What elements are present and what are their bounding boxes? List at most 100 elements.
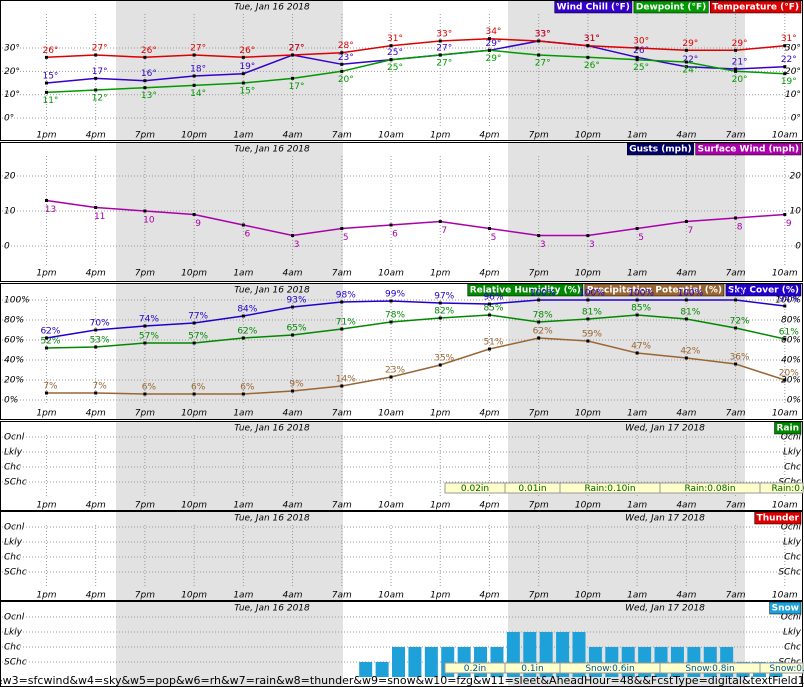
data-point: [487, 347, 491, 351]
snow-bar: [392, 647, 406, 677]
data-label: 100%: [677, 289, 703, 299]
x-tick-label: 1pm: [36, 131, 56, 141]
data-point: [192, 53, 196, 57]
data-point: [340, 69, 344, 73]
night-shade: [116, 284, 343, 419]
data-point: [143, 209, 147, 213]
y-tick-label: 100%: [4, 296, 30, 306]
x-tick-label: 4am: [676, 501, 696, 511]
y-tick-label: Lkly: [4, 448, 23, 458]
data-label: 98%: [336, 291, 356, 301]
data-label: 8: [737, 223, 743, 233]
night-shade: [116, 422, 343, 510]
data-point: [438, 39, 442, 43]
data-label: 17°: [289, 82, 305, 92]
data-point: [340, 227, 344, 230]
x-tick-label: 1am: [627, 409, 647, 419]
data-point: [44, 90, 48, 94]
data-label: 25°: [633, 63, 649, 73]
night-shade: [508, 284, 745, 419]
data-point: [684, 60, 688, 64]
data-label: 9: [786, 219, 792, 229]
legend-box: [695, 142, 802, 156]
amount-label: Rain:0.08in: [684, 484, 735, 494]
data-point: [241, 314, 245, 318]
data-label: 35%: [434, 354, 454, 364]
y-tick-label: 20: [4, 172, 16, 182]
data-point: [143, 392, 147, 396]
data-point: [487, 48, 491, 52]
y-tick-label: 10: [4, 207, 16, 217]
data-label: 6%: [142, 383, 157, 393]
x-tick-label: 7am: [332, 501, 352, 511]
x-tick-label: 4am: [676, 409, 696, 419]
data-label: 51%: [483, 338, 503, 348]
x-tick-label: 10pm: [575, 501, 601, 511]
x-tick-label: 7am: [332, 409, 352, 419]
data-point: [635, 55, 639, 59]
data-label: 31°: [781, 34, 797, 44]
amount-label: Rain:0.0: [771, 484, 804, 494]
legend-label: Dewpoint (°F): [636, 3, 706, 13]
x-tick-label: 7pm: [135, 269, 155, 279]
data-label: 3: [540, 240, 546, 250]
data-label: 42%: [680, 347, 700, 357]
data-point: [291, 389, 295, 393]
data-point: [586, 317, 590, 321]
data-point: [94, 53, 98, 57]
data-point: [635, 46, 639, 50]
x-tick-label: 4am: [676, 131, 696, 141]
x-tick-label: 7pm: [135, 591, 155, 601]
data-label: 100%: [579, 289, 605, 299]
data-point: [44, 81, 48, 85]
y-tick-label: 20%: [781, 376, 801, 386]
x-tick-label: 1am: [627, 269, 647, 279]
data-point: [143, 341, 147, 345]
data-point: [94, 345, 98, 349]
x-tick-label: 1pm: [430, 409, 450, 419]
data-point: [684, 48, 688, 52]
x-tick-label: 1pm: [430, 591, 450, 601]
data-point: [94, 76, 98, 80]
y-tick-label: Lkly: [783, 538, 802, 548]
data-label: 27°: [289, 44, 305, 54]
legend-label: Surface Wind (mph): [698, 145, 799, 155]
data-label: 13°: [141, 91, 157, 101]
y-tick-label: SChc: [778, 568, 801, 578]
data-point: [684, 317, 688, 321]
data-label: 13: [45, 205, 56, 215]
x-tick-label: 10pm: [575, 131, 601, 141]
data-label: 31°: [584, 34, 600, 44]
x-tick-label: 10pm: [575, 409, 601, 419]
data-label: 26°: [633, 46, 649, 56]
data-point: [734, 216, 738, 220]
y-tick-label: 100%: [775, 296, 801, 306]
date-label: Tue, Jan 16 2018: [234, 145, 310, 155]
data-label: 29°: [485, 39, 501, 49]
data-point: [192, 213, 196, 216]
amount-label: 0.1in: [521, 664, 544, 674]
data-point: [241, 392, 245, 396]
data-label: 11°: [42, 96, 58, 106]
y-tick-label: 20: [790, 172, 802, 182]
x-tick-label: 10am: [378, 591, 404, 601]
x-tick-label: 10am: [378, 409, 404, 419]
x-tick-label: 7pm: [529, 269, 549, 279]
x-tick-label: 7pm: [529, 591, 549, 601]
legend-label: Relative Humidity (%): [470, 286, 581, 296]
data-point: [143, 55, 147, 59]
data-label: 5: [343, 233, 349, 243]
night-shade: [116, 602, 343, 686]
data-label: 65%: [287, 324, 307, 334]
x-tick-label: 4pm: [479, 501, 499, 511]
legend-box: [769, 601, 802, 615]
y-tick-label: Ocnl: [781, 433, 802, 443]
x-tick-label: 7am: [726, 591, 746, 601]
data-label: 82%: [434, 307, 454, 317]
x-tick-label: 10am: [378, 269, 404, 279]
y-tick-label: 30°: [785, 44, 801, 54]
data-point: [783, 378, 787, 382]
data-point: [586, 234, 590, 237]
data-label: 85%: [631, 304, 651, 314]
x-tick-label: 10am: [772, 591, 798, 601]
